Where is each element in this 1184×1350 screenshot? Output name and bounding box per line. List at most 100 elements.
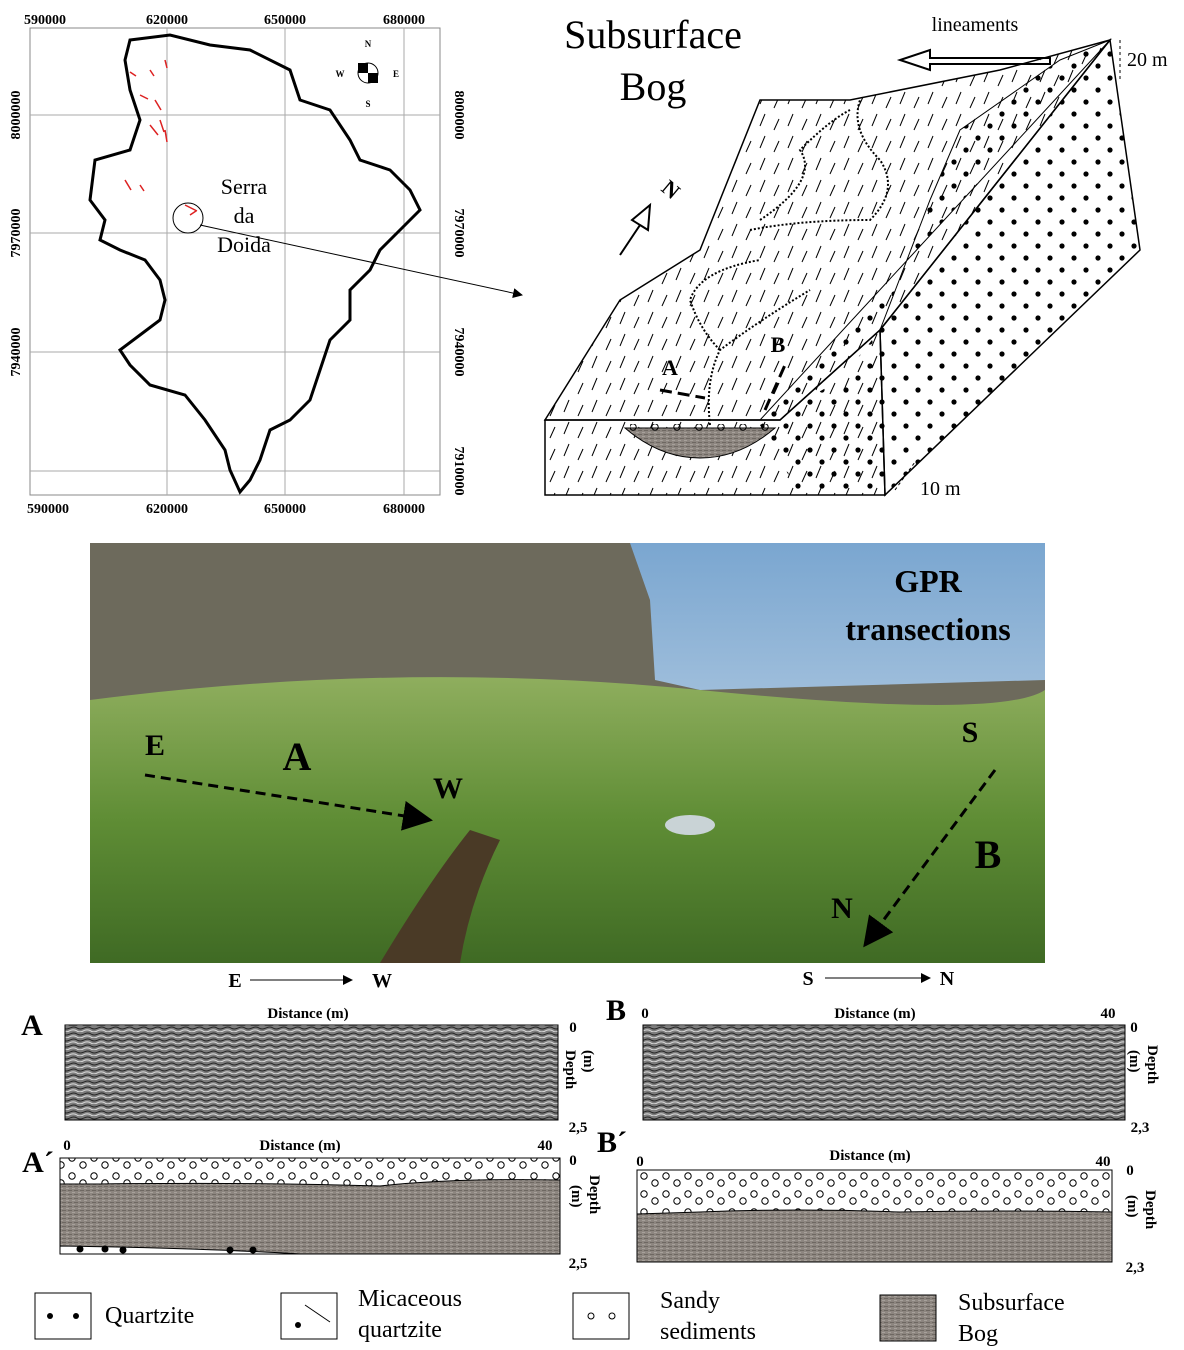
legend-swatch [880, 1295, 936, 1341]
depth-top: 0 [1130, 1020, 1138, 1036]
depth-title: Depth [586, 1175, 602, 1215]
x-label: 680000 [383, 502, 425, 517]
x-label: 590000 [24, 13, 66, 28]
y-label: 7910000 [451, 447, 466, 496]
legend-text: Micaceous [358, 1286, 462, 1312]
legend-swatch [281, 1293, 337, 1339]
panel-label: B´ [597, 1126, 627, 1159]
y-label: 7940000 [9, 328, 24, 377]
depth-title: Depth [562, 1050, 578, 1090]
place-label: da [234, 203, 255, 228]
radargram [65, 1025, 558, 1120]
panel-label: A´ [22, 1146, 54, 1179]
compass-n: N [365, 39, 372, 49]
direction-from: E [228, 970, 241, 992]
transect-label: A [283, 734, 312, 779]
x-label: 650000 [264, 13, 306, 28]
y-label: 8000000 [451, 91, 466, 140]
map-grid [30, 28, 440, 495]
grass [90, 677, 1045, 963]
direction-to: N [940, 968, 955, 990]
depth-top: 0 [1126, 1163, 1134, 1179]
legend-swatch [35, 1293, 91, 1339]
depth-top: 0 [569, 1020, 577, 1036]
section-a: A [662, 355, 678, 380]
depth-bottom: 2,5 [569, 1120, 588, 1136]
sand-layer [630, 424, 770, 432]
y-label: 7940000 [451, 328, 466, 377]
x-title: Distance (m) [259, 1138, 340, 1154]
transect-end: W [433, 772, 463, 805]
direction-from: S [802, 968, 813, 990]
x-title: Distance (m) [267, 1006, 348, 1022]
legend-text: Sandy [660, 1288, 720, 1314]
north-arrow [620, 205, 650, 255]
lineaments-label: lineaments [932, 14, 1019, 36]
transect-end: N [831, 892, 853, 925]
legend-text: sediments [660, 1319, 756, 1345]
panel-label: A [21, 1009, 43, 1042]
profile-b-prime: B´ 0 Distance (m) 40 0 Depth (m) 2,3 [597, 1126, 1158, 1276]
block-diagram: Subsurface Bog lineaments 20 m N A B 10 … [545, 12, 1168, 500]
depth-title: Depth [1144, 1045, 1160, 1085]
transect-start: E [145, 729, 165, 762]
x-start: 0 [636, 1154, 644, 1170]
depth-top: 0 [569, 1153, 577, 1169]
map: 590000 620000 650000 680000 590000 62000… [9, 13, 522, 517]
legend: Quartzite Micaceous quartzite Sandy sedi… [35, 1286, 1065, 1347]
legend-text: Quartzite [105, 1303, 194, 1329]
x-end: 40 [1096, 1154, 1111, 1170]
y-label: 7970000 [9, 209, 24, 258]
depth-bottom: 2,3 [1131, 1120, 1150, 1136]
x-label: 590000 [27, 502, 69, 517]
x-end: 40 [538, 1138, 553, 1154]
figure: 590000 620000 650000 680000 590000 62000… [0, 0, 1184, 1350]
photo: GPR transections E A W S B N [90, 543, 1045, 963]
direction-to: W [372, 970, 392, 992]
north-label: N [657, 175, 685, 204]
x-start: 0 [63, 1138, 71, 1154]
depth-title: (m) [568, 1185, 584, 1208]
profile-b: B 0 Distance (m) 40 0 Depth (m) 2,3 [606, 994, 1160, 1136]
y-label: 7970000 [451, 209, 466, 258]
profile-a: A Distance (m) 0 Depth (m) 2,5 [21, 1006, 596, 1136]
depth-title: (m) [1124, 1195, 1140, 1218]
panel-label: B [606, 994, 626, 1027]
depth-title: (m) [580, 1050, 596, 1073]
photo-title: GPR [894, 563, 962, 599]
transect-start: S [962, 716, 979, 749]
profile-a-prime: A´ 0 Distance (m) 40 0 Depth (m) 2,5 [22, 1138, 602, 1272]
depth-title: (m) [1126, 1050, 1142, 1073]
compass-w: W [336, 69, 345, 79]
x-title: Distance (m) [834, 1006, 915, 1022]
red-marks [125, 60, 197, 215]
compass-e: E [393, 69, 399, 79]
section-b: B [771, 332, 786, 357]
depth-title: Depth [1142, 1190, 1158, 1230]
legend-text: Bog [958, 1321, 998, 1347]
x-label: 620000 [146, 502, 188, 517]
y-label: 8000000 [9, 91, 24, 140]
x-label: 620000 [146, 13, 188, 28]
sand-layer [637, 1170, 1112, 1214]
width-scale: 10 m [920, 478, 961, 500]
diagram-title: Subsurface [564, 12, 742, 57]
radargram [643, 1025, 1125, 1120]
photo-title: transections [845, 611, 1010, 647]
legend-text: Subsurface [958, 1290, 1065, 1316]
compass-s: S [365, 99, 370, 109]
site-circle [173, 203, 203, 233]
pool [665, 815, 715, 835]
depth-bottom: 2,3 [1126, 1260, 1145, 1276]
x-start: 0 [641, 1006, 649, 1022]
place-label: Doida [217, 232, 271, 257]
legend-text: quartzite [358, 1317, 442, 1343]
transect-label: B [975, 832, 1002, 877]
x-label: 650000 [264, 502, 306, 517]
depth-bottom: 2,5 [569, 1256, 588, 1272]
compass: N S W E [336, 39, 400, 109]
height-scale: 20 m [1127, 49, 1168, 71]
map-frame [30, 28, 440, 495]
x-title: Distance (m) [829, 1148, 910, 1164]
x-label: 680000 [383, 13, 425, 28]
